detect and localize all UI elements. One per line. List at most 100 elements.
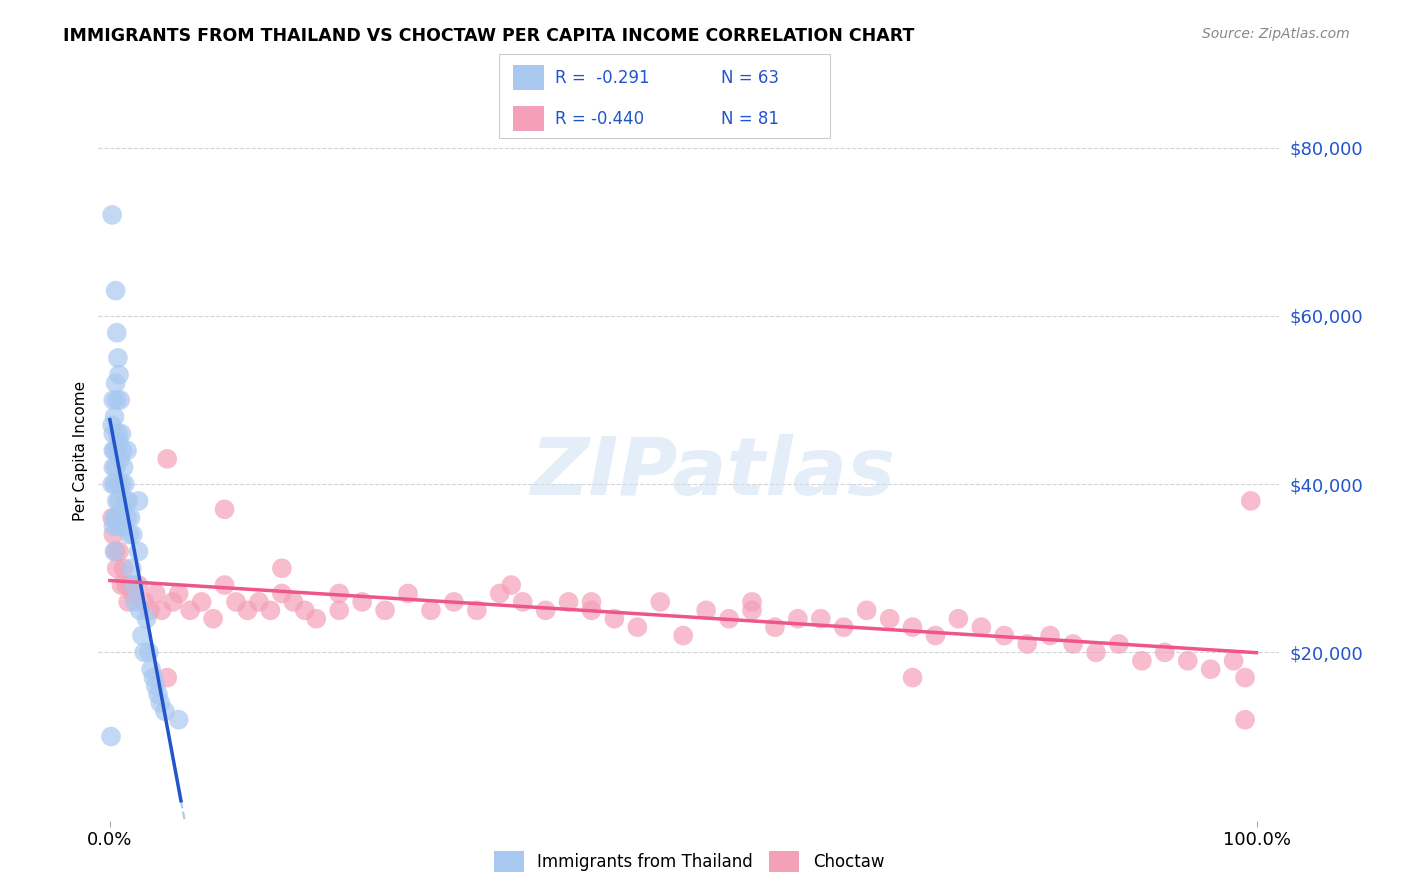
Point <box>112 460 135 475</box>
Point <box>103 426 125 441</box>
Point <box>117 595 139 609</box>
Point <box>101 418 124 433</box>
Point <box>110 477 132 491</box>
Point <box>156 451 179 466</box>
Point <box>118 527 141 541</box>
Point <box>103 409 125 424</box>
Point <box>104 510 127 524</box>
Point <box>115 578 138 592</box>
Point <box>741 595 763 609</box>
Point <box>112 561 135 575</box>
Point <box>105 392 128 407</box>
Point <box>924 628 946 642</box>
Point <box>1085 645 1108 659</box>
Point <box>134 645 156 659</box>
Point <box>141 662 163 676</box>
Point <box>202 612 225 626</box>
Point <box>420 603 443 617</box>
Point <box>879 612 901 626</box>
Text: N = 81: N = 81 <box>721 110 779 128</box>
Point <box>763 620 786 634</box>
Point <box>294 603 316 617</box>
Point <box>120 578 142 592</box>
Point <box>100 730 122 744</box>
Point <box>108 451 131 466</box>
Point <box>107 519 129 533</box>
Point <box>131 628 153 642</box>
Point <box>672 628 695 642</box>
Point <box>110 426 132 441</box>
Point <box>970 620 993 634</box>
Text: N = 63: N = 63 <box>721 69 779 87</box>
Point <box>104 376 127 391</box>
Point <box>105 443 128 458</box>
Point <box>103 510 125 524</box>
Point <box>855 603 877 617</box>
Point <box>104 284 127 298</box>
Point <box>134 595 156 609</box>
Point <box>259 603 281 617</box>
Point <box>122 578 145 592</box>
Point <box>225 595 247 609</box>
Point <box>128 603 150 617</box>
Point <box>374 603 396 617</box>
Point <box>103 519 125 533</box>
Point <box>115 494 138 508</box>
Point <box>443 595 465 609</box>
Point <box>121 561 143 575</box>
Point <box>179 603 201 617</box>
Point <box>121 527 143 541</box>
Point <box>103 392 125 407</box>
Point <box>1222 654 1244 668</box>
Text: R = -0.440: R = -0.440 <box>555 110 644 128</box>
Point <box>1153 645 1175 659</box>
Point <box>103 443 125 458</box>
Point <box>128 578 150 592</box>
Point <box>1108 637 1130 651</box>
Point <box>1234 671 1257 685</box>
Point <box>111 502 134 516</box>
Point <box>352 595 374 609</box>
Point <box>121 586 143 600</box>
Point <box>190 595 212 609</box>
Point <box>105 494 128 508</box>
Point <box>214 502 236 516</box>
Text: ZIPatlas: ZIPatlas <box>530 434 896 512</box>
Point <box>283 595 305 609</box>
Y-axis label: Per Capita Income: Per Capita Income <box>73 380 89 521</box>
Point <box>149 696 172 710</box>
Point <box>948 612 970 626</box>
Point <box>108 392 131 407</box>
Point <box>104 460 127 475</box>
Point <box>103 443 125 458</box>
Point <box>650 595 672 609</box>
Point <box>1199 662 1222 676</box>
Point <box>156 671 179 685</box>
Point <box>103 544 125 558</box>
Point <box>101 510 124 524</box>
Point <box>512 595 534 609</box>
Point <box>603 612 626 626</box>
Point <box>1017 637 1039 651</box>
Point <box>146 688 169 702</box>
Point <box>150 603 173 617</box>
Point <box>142 671 165 685</box>
Point <box>139 603 162 617</box>
Point <box>120 510 142 524</box>
Point <box>115 510 138 524</box>
Point <box>108 368 131 382</box>
Point <box>104 544 127 558</box>
Point <box>117 494 139 508</box>
Point <box>153 704 176 718</box>
Point <box>167 586 190 600</box>
Point <box>135 612 157 626</box>
Point <box>214 578 236 592</box>
Point <box>128 494 150 508</box>
Point <box>270 586 292 600</box>
Point <box>247 595 270 609</box>
Point <box>557 595 579 609</box>
Point <box>145 586 167 600</box>
Point <box>107 351 129 365</box>
Point <box>396 586 419 600</box>
Point <box>103 477 125 491</box>
